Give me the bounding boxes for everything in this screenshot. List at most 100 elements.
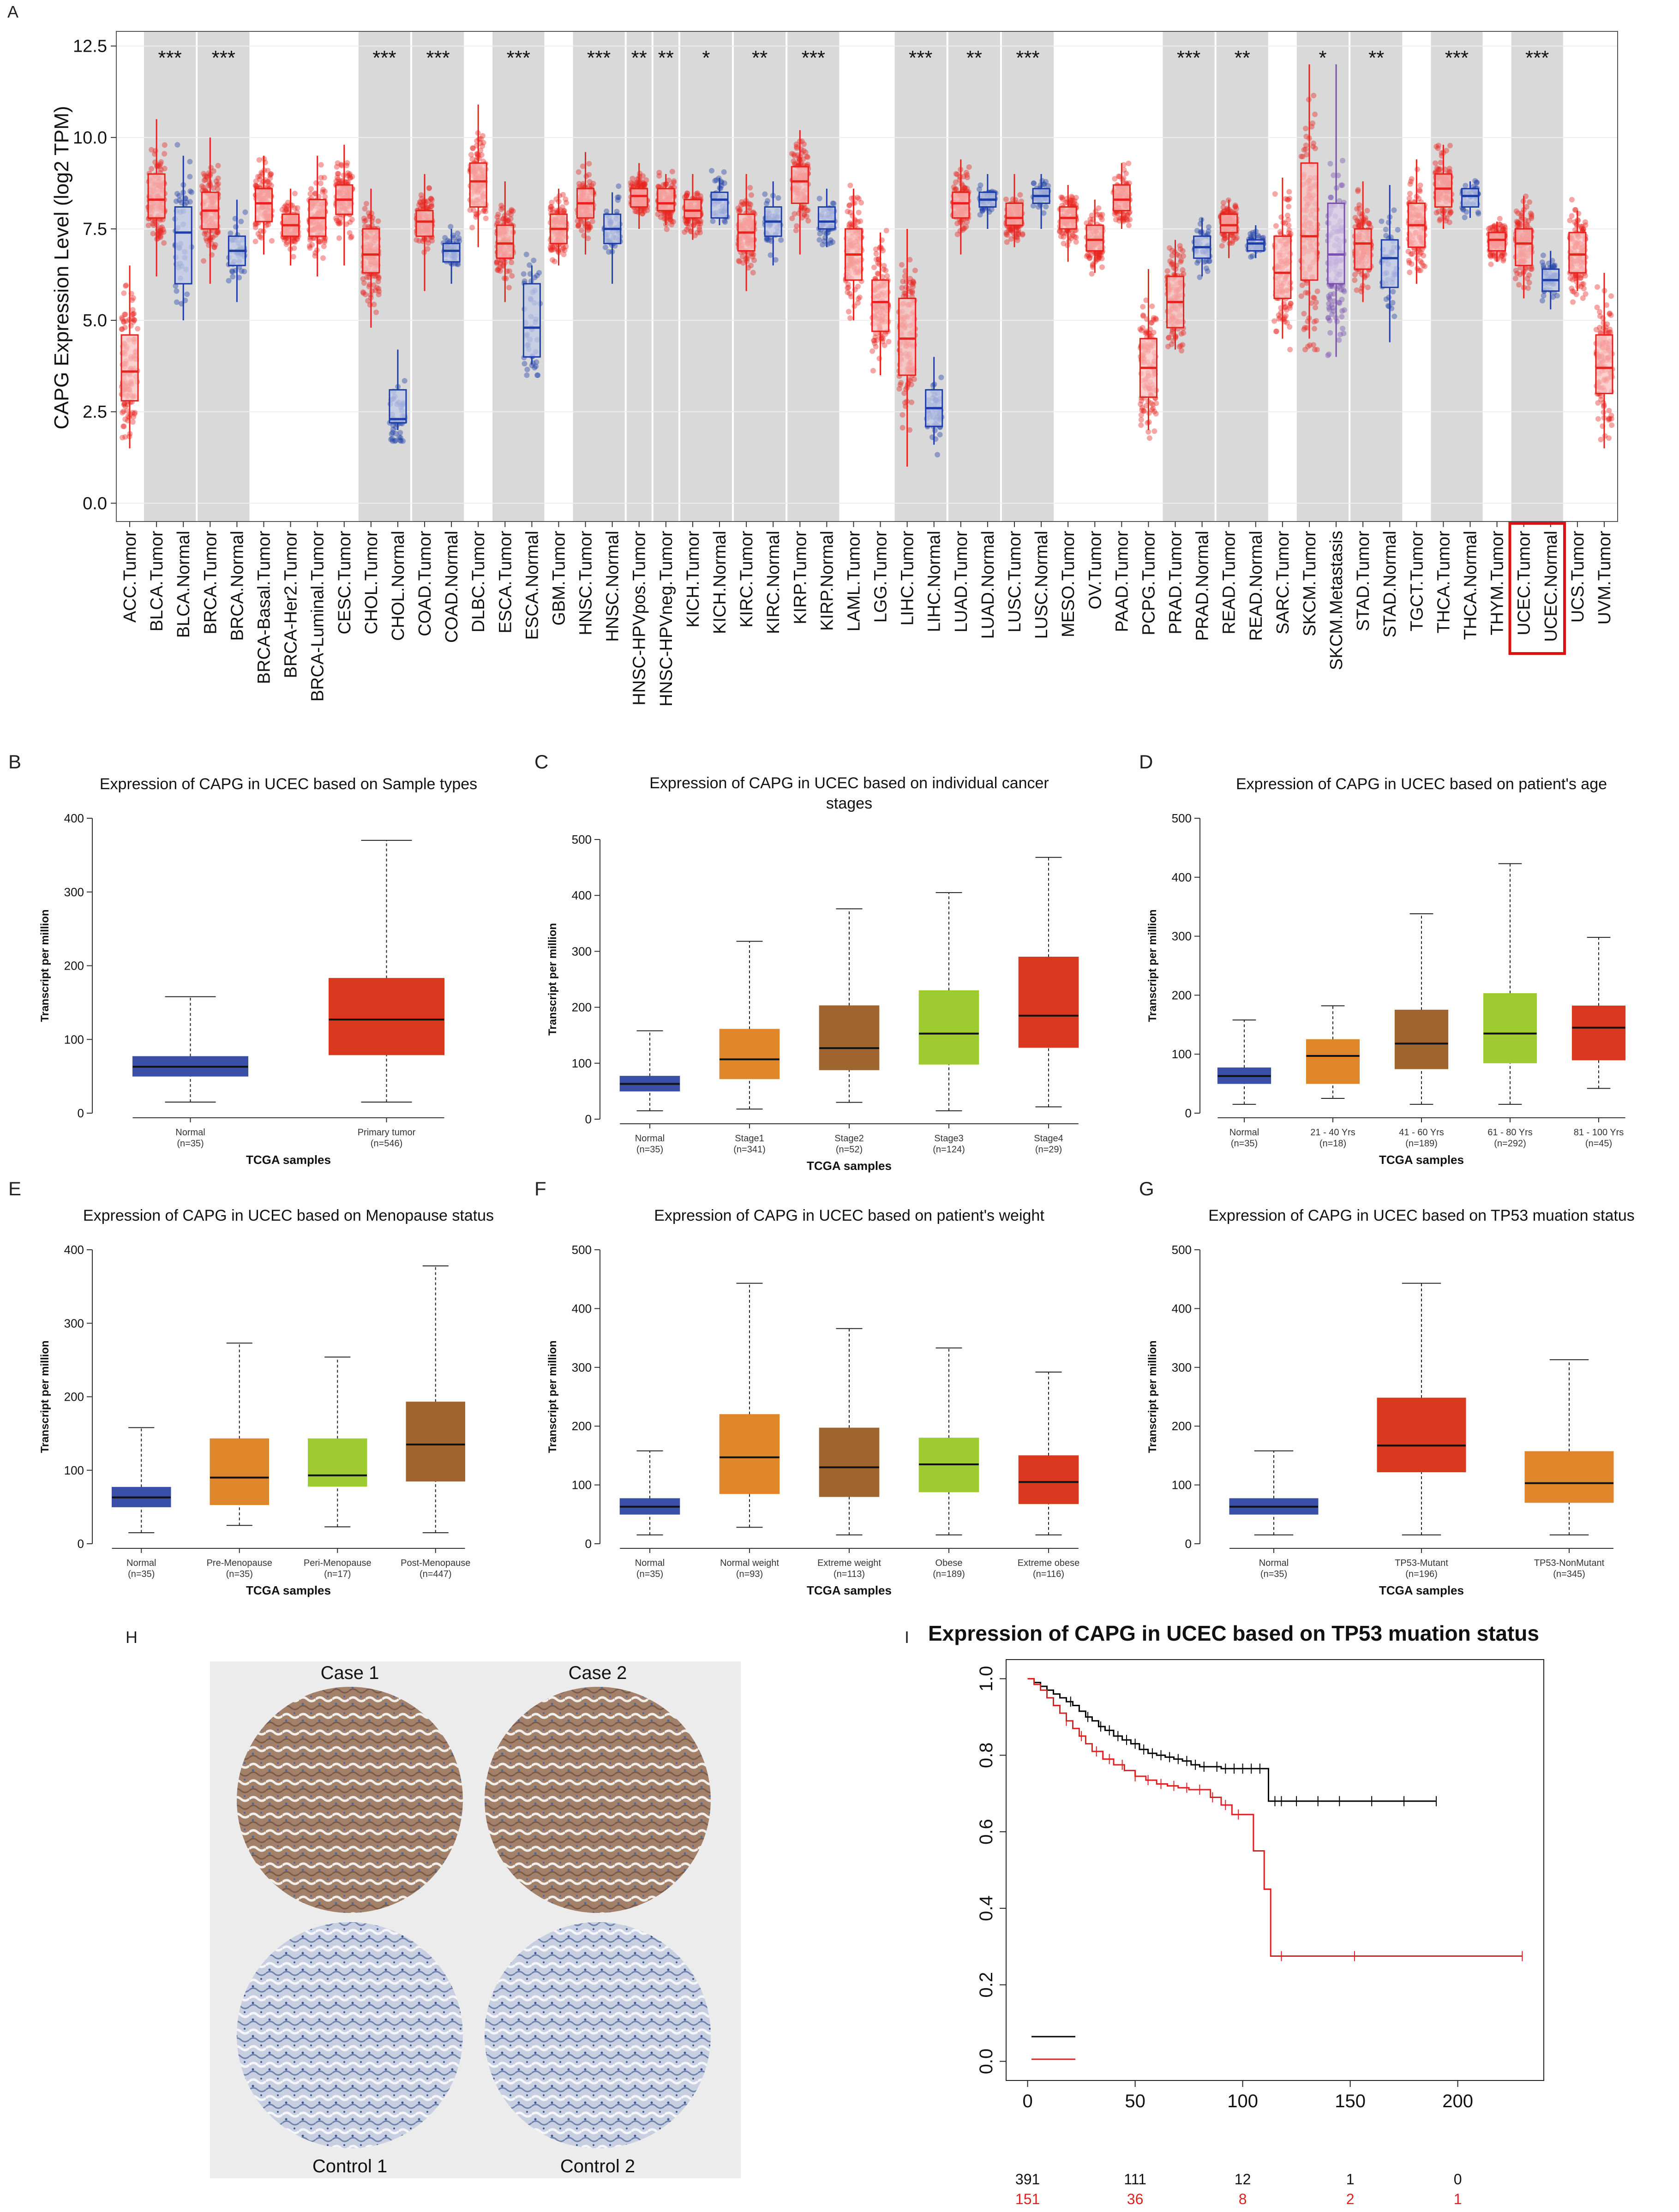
- panel-a-data-point: [547, 245, 553, 251]
- panel-a-data-point: [642, 181, 648, 187]
- panel-a-data-point: [419, 203, 425, 208]
- panel-a-data-point: [173, 198, 179, 204]
- panel-a-data-point: [881, 342, 887, 348]
- panel-a-data-point: [686, 218, 691, 224]
- panel-a-group-shade: [412, 31, 464, 522]
- panel-a-data-point: [398, 435, 403, 441]
- panel-a-data-point: [199, 183, 205, 189]
- panel-a-data-point: [549, 247, 555, 253]
- panel-a-data-point: [265, 179, 271, 185]
- panel-a-data-point: [426, 185, 432, 191]
- panel-a-data-point: [548, 204, 554, 210]
- panel-a-data-point: [639, 208, 645, 214]
- panel-a-data-point: [162, 142, 168, 148]
- panel-a-data-point: [214, 182, 220, 188]
- panel-a-data-point: [778, 237, 784, 243]
- panel-a-data-point: [372, 288, 378, 294]
- panel-a-data-point: [363, 201, 369, 207]
- panel-a-data-point: [880, 248, 886, 253]
- panel-a-data-point: [121, 312, 127, 318]
- panel-a-data-point: [698, 218, 704, 224]
- panel-a-data-point: [872, 340, 878, 346]
- panel-a-data-point: [685, 221, 691, 227]
- panel-a-data-point: [802, 212, 807, 218]
- panel-a-data-point: [494, 214, 500, 220]
- panel-a-data-point: [216, 181, 222, 187]
- panel-a-data-point: [145, 222, 151, 228]
- panel-a-data-point: [151, 222, 157, 228]
- panel-a-data-point: [1415, 167, 1420, 172]
- panel-a-data-point: [157, 161, 163, 167]
- panel-a-data-point: [871, 337, 877, 343]
- panel-a-data-point: [521, 271, 527, 277]
- panel-a-data-point: [1355, 187, 1361, 193]
- panel-a-data-point: [456, 235, 462, 241]
- panel-a-data-point: [429, 203, 435, 209]
- panel-a-data-point: [881, 266, 887, 272]
- panel-letter-h: H: [126, 1628, 138, 1647]
- panel-a-data-point: [495, 211, 501, 217]
- panel-a-data-point: [586, 161, 592, 167]
- panel-a-data-point: [1286, 189, 1292, 195]
- panel-a-data-point: [130, 419, 136, 425]
- panel-a-data-point: [1391, 313, 1397, 319]
- panel-a-data-point: [805, 218, 811, 224]
- panel-a-data-point: [846, 222, 852, 228]
- panel-a-data-point: [630, 181, 636, 187]
- panel-a-data-point: [712, 178, 718, 184]
- panel-a-data-point: [845, 284, 851, 290]
- panel-a-data-point: [1336, 337, 1342, 343]
- panel-a-data-point: [667, 213, 673, 219]
- panel-a-data-point: [283, 235, 289, 241]
- panel-a-data-point: [187, 188, 193, 194]
- panel-a-box: [1300, 162, 1319, 281]
- panel-a-data-point: [268, 171, 274, 177]
- panel-a-data-point: [282, 204, 288, 210]
- panel-a-data-point: [149, 166, 155, 172]
- panel-a-data-point: [830, 239, 836, 245]
- panel-letter-b: B: [8, 751, 21, 773]
- panel-a-data-point: [131, 414, 137, 420]
- panel-a-data-point: [875, 271, 881, 277]
- panel-a-data-point: [696, 227, 702, 233]
- panel-a-data-point: [483, 209, 489, 215]
- panel-a-data-point: [364, 274, 370, 280]
- panel-a-data-point: [822, 238, 827, 244]
- panel-a-data-point: [804, 154, 810, 160]
- panel-a-data-point: [257, 176, 263, 182]
- panel-a-data-point: [855, 195, 860, 201]
- panel-a-data-point: [1390, 289, 1396, 294]
- panel-a-data-point: [576, 181, 582, 186]
- panel-a-data-point: [345, 179, 351, 185]
- panel-a-data-point: [349, 216, 355, 222]
- panel-a-data-point: [564, 200, 569, 206]
- panel-a-data-point: [803, 150, 809, 155]
- panel-a-data-point: [737, 207, 743, 213]
- panel-a-data-point: [1181, 330, 1187, 336]
- panel-a-data-point: [344, 179, 350, 185]
- panel-a-data-point: [374, 273, 380, 279]
- panel-a-data-point: [348, 234, 354, 240]
- panel-a-box: [147, 173, 166, 219]
- panel-a-data-point: [495, 218, 501, 224]
- panel-a-data-point: [551, 246, 557, 252]
- panel-a-data-point: [1416, 187, 1422, 193]
- panel-a-data-point: [253, 184, 259, 190]
- panel-a-data-point: [312, 253, 318, 259]
- panel-a-data-point: [685, 225, 691, 231]
- panel-a-data-point: [162, 166, 168, 172]
- panel-a-data-point: [799, 215, 805, 221]
- panel-a-data-point: [419, 196, 425, 202]
- panel-a-data-point: [954, 172, 960, 178]
- panel-a-data-point: [550, 206, 555, 212]
- panel-a-data-point: [361, 280, 367, 286]
- panel-a-data-point: [162, 151, 168, 157]
- panel-a-data-point: [641, 181, 647, 187]
- panel-a-data-point: [902, 400, 908, 406]
- panel-a-data-point: [632, 209, 638, 214]
- panel-a-data-point: [156, 162, 162, 168]
- panel-a-data-point: [615, 194, 621, 200]
- panel-a-data-point: [695, 190, 701, 196]
- panel-a-data-point: [375, 218, 381, 224]
- panel-a-data-point: [429, 197, 435, 203]
